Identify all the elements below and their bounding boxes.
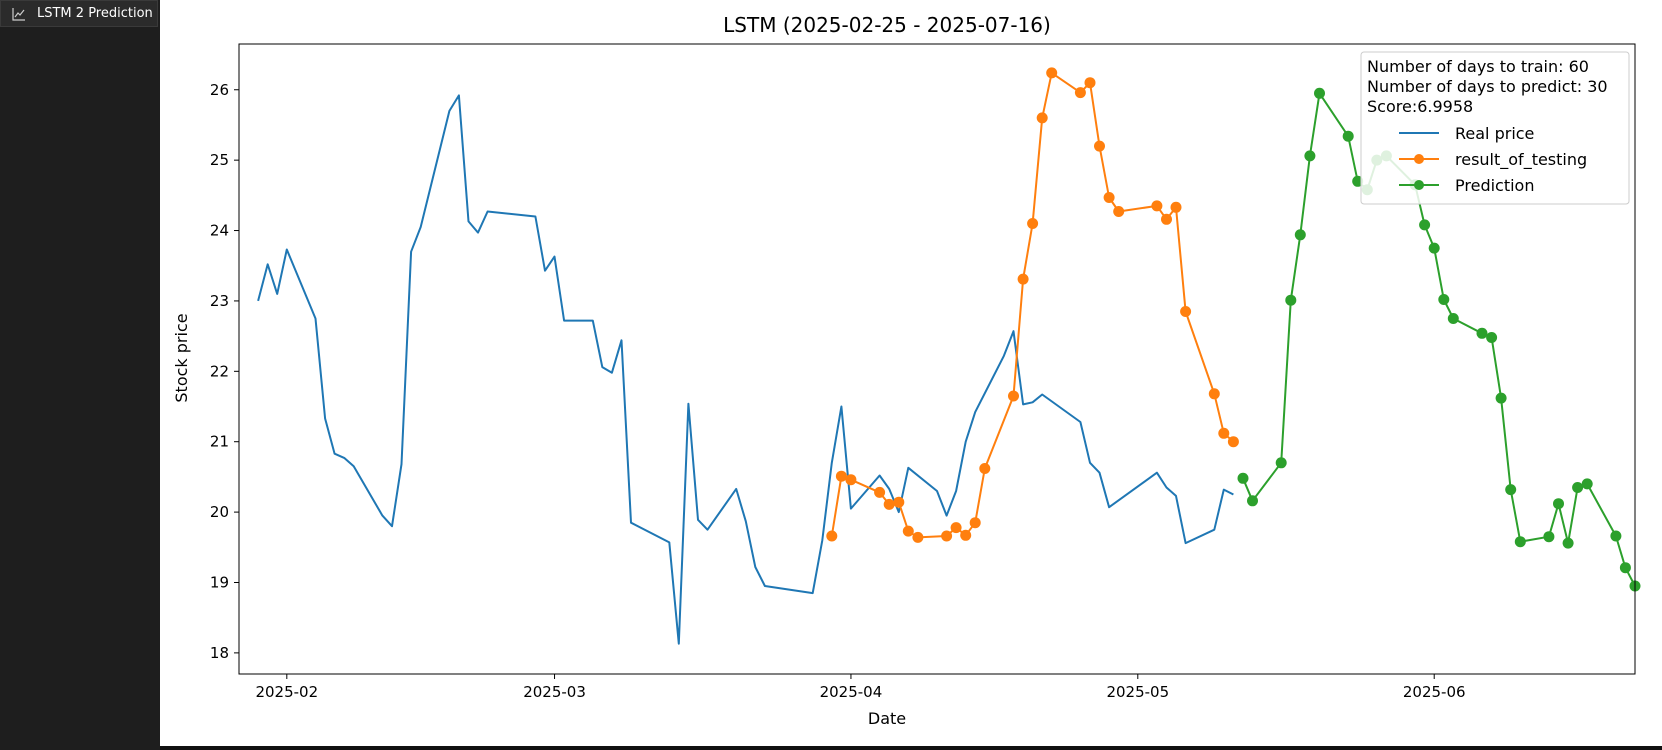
legend-info-line: Number of days to train: 60	[1367, 57, 1589, 76]
data-point-prediction	[1562, 537, 1574, 549]
legend-marker-prediction	[1414, 180, 1424, 190]
series-line-real-price	[257, 94, 1234, 645]
line-chart: LSTM (2025-02-25 - 2025-07-16) 2025-02 20…	[172, 13, 1641, 728]
y-axis-label: Stock price	[172, 313, 191, 402]
data-point-prediction	[1294, 229, 1306, 241]
data-point-result-of-testing	[1227, 436, 1239, 448]
data-point-prediction	[1314, 87, 1325, 99]
y-tick-label: 24	[210, 222, 229, 240]
y-axis: 18 19 20 21 22 23 24 25 26	[210, 81, 239, 662]
data-point-result-of-testing	[845, 474, 857, 486]
data-point-prediction	[1237, 472, 1249, 484]
data-point-result-of-testing	[1008, 390, 1019, 402]
data-point-prediction	[1247, 495, 1258, 507]
legend-label-real-price: Real price	[1455, 124, 1534, 143]
y-tick-label: 23	[210, 292, 229, 310]
data-point-result-of-testing	[1218, 427, 1230, 439]
data-point-result-of-testing	[835, 470, 847, 482]
data-point-prediction	[1619, 562, 1631, 574]
series-line-prediction	[1242, 92, 1636, 587]
bottom-bar	[160, 746, 1662, 750]
data-point-prediction	[1419, 219, 1431, 231]
series-line-result-of-testing	[830, 71, 1235, 539]
y-tick-label: 26	[210, 81, 229, 99]
data-point-prediction	[1486, 332, 1498, 343]
legend-label-prediction: Prediction	[1455, 176, 1534, 195]
data-point-prediction	[1505, 484, 1517, 496]
data-point-prediction	[1342, 130, 1354, 142]
data-point-prediction	[1553, 498, 1564, 510]
legend-info-line: Score:6.9958	[1367, 97, 1473, 116]
data-point-result-of-testing	[1103, 192, 1115, 203]
legend-box	[1360, 51, 1630, 205]
data-point-result-of-testing	[1036, 112, 1048, 124]
x-axis-label: Date	[868, 709, 906, 728]
data-point-result-of-testing	[1208, 388, 1220, 400]
data-point-prediction	[1438, 294, 1450, 305]
data-point-prediction	[1275, 457, 1287, 469]
chart-figure: LSTM (2025-02-25 - 2025-07-16) 2025-02 20…	[160, 0, 1662, 746]
data-point-result-of-testing	[874, 486, 886, 498]
legend: Number of days to train: 60 Number of da…	[1360, 51, 1630, 205]
data-point-prediction	[1476, 327, 1488, 339]
data-point-prediction	[1610, 530, 1622, 542]
data-point-result-of-testing	[826, 530, 838, 542]
legend-marker-result-of-testing	[1414, 154, 1424, 164]
y-tick-label: 19	[210, 573, 229, 591]
data-point-result-of-testing	[883, 498, 895, 510]
y-tick-label: 22	[210, 362, 229, 380]
y-tick-label: 21	[210, 433, 229, 451]
data-point-result-of-testing	[1151, 200, 1163, 212]
data-point-prediction	[1304, 150, 1316, 162]
x-tick-label: 2025-03	[523, 683, 586, 701]
data-point-result-of-testing	[950, 522, 962, 534]
y-tick-label: 18	[210, 644, 229, 662]
legend-label-result-of-testing: result_of_testing	[1455, 150, 1587, 170]
series-real-price	[257, 94, 1234, 645]
data-point-result-of-testing	[912, 531, 924, 543]
data-point-result-of-testing	[1113, 206, 1125, 217]
data-point-result-of-testing	[960, 529, 972, 541]
data-point-result-of-testing	[1084, 77, 1096, 89]
data-point-prediction	[1285, 294, 1297, 306]
x-tick-label: 2025-02	[255, 683, 318, 701]
x-tick-label: 2025-05	[1106, 683, 1169, 701]
data-point-prediction	[1581, 478, 1593, 490]
data-point-result-of-testing	[1074, 87, 1086, 99]
tab-label: LSTM 2 Prediction	[37, 6, 153, 21]
data-point-result-of-testing	[941, 530, 953, 542]
chart-title: LSTM (2025-02-25 - 2025-07-16)	[723, 13, 1051, 37]
x-tick-label: 2025-04	[820, 683, 883, 701]
y-tick-label: 25	[210, 151, 229, 169]
data-point-result-of-testing	[1094, 140, 1105, 152]
data-point-prediction	[1495, 392, 1507, 404]
sidebar	[0, 27, 160, 750]
plot-frame	[238, 43, 1636, 675]
data-point-result-of-testing	[979, 463, 991, 474]
tab-lstm-2-prediction[interactable]: LSTM 2 Prediction	[0, 0, 158, 27]
data-point-result-of-testing	[1027, 218, 1039, 229]
data-point-result-of-testing	[1161, 213, 1172, 225]
data-point-result-of-testing	[1017, 273, 1029, 285]
x-axis: 2025-02 2025-03 2025-04 2025-05 2025-06	[255, 674, 1466, 701]
data-point-result-of-testing	[969, 517, 981, 529]
data-point-prediction	[1352, 175, 1364, 187]
series-result-of-testing	[826, 67, 1239, 543]
legend-info-line: Number of days to predict: 30	[1367, 77, 1608, 96]
data-point-prediction	[1572, 482, 1584, 493]
data-point-prediction	[1428, 242, 1440, 254]
y-tick-label: 20	[210, 503, 229, 521]
data-point-result-of-testing	[893, 496, 905, 508]
data-point-result-of-testing	[1170, 201, 1182, 213]
data-point-prediction	[1543, 531, 1555, 543]
data-point-result-of-testing	[1180, 306, 1192, 317]
x-tick-label: 2025-06	[1403, 683, 1466, 701]
chart-icon	[11, 6, 27, 22]
data-point-prediction	[1447, 313, 1459, 324]
data-point-result-of-testing	[1046, 67, 1058, 79]
data-point-prediction	[1514, 536, 1526, 548]
data-point-result-of-testing	[902, 525, 914, 537]
